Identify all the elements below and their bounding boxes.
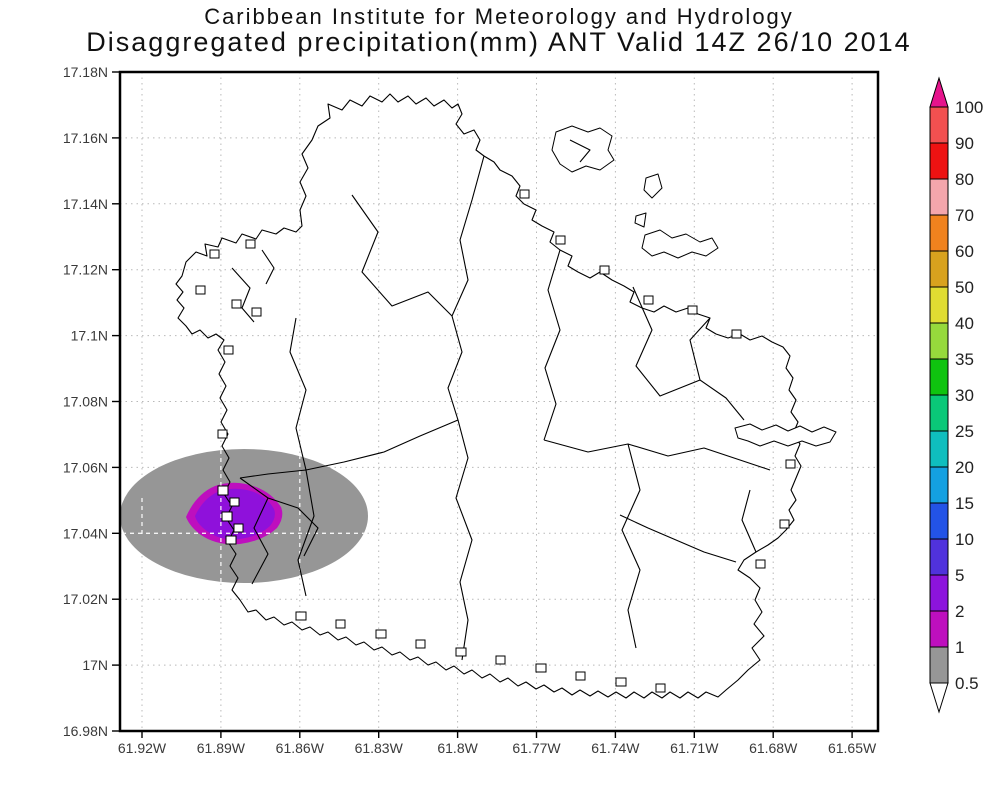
y-axis-tick-label: 17.1N — [71, 328, 108, 344]
y-axis-tick-label: 17.06N — [63, 459, 108, 475]
y-axis: 17.18N 17.16N 17.14N 17.12N 17.1N 17.08N 17.06… — [63, 64, 120, 739]
colorbar-segment-2-5 — [930, 575, 948, 611]
colorbar-tick-label: 40 — [955, 314, 974, 333]
colorbar-tick-label: 2 — [955, 602, 964, 621]
colorbar-segment-25-30 — [930, 395, 948, 431]
x-axis-tick-label: 61.83W — [355, 740, 404, 756]
x-axis-tick-label: 61.89W — [197, 740, 246, 756]
colorbar-under-arrow — [930, 683, 948, 712]
x-axis-tick-label: 61.86W — [276, 740, 325, 756]
x-axis-tick-label: 61.71W — [670, 740, 719, 756]
colorbar-segment-60-70 — [930, 215, 948, 251]
colorbar-tick-label: 25 — [955, 422, 974, 441]
x-axis-tick-label: 61.68W — [749, 740, 798, 756]
colorbar-tick-label: 10 — [955, 530, 974, 549]
x-axis-tick-label: 61.74W — [591, 740, 640, 756]
institute-title: Caribbean Institute for Meteorology and … — [204, 4, 794, 29]
colorbar-tick-label: 1 — [955, 638, 964, 657]
watershed-boundaries — [232, 156, 770, 660]
colorbar-segment-0.5-1 — [930, 647, 948, 683]
colorbar-segment-80-90 — [930, 143, 948, 179]
colorbar-tick-label: 5 — [955, 566, 964, 585]
colorbar-tick-label: 90 — [955, 134, 974, 153]
y-axis-tick-label: 17.18N — [63, 64, 108, 80]
y-axis-tick-label: 17.04N — [63, 525, 108, 541]
antigua-map — [176, 94, 836, 698]
colorbar-segment-20-25 — [930, 431, 948, 467]
antigua-coastline — [176, 94, 801, 698]
colorbar-segment-90-100 — [930, 107, 948, 143]
colorbar-tick-label: 80 — [955, 170, 974, 189]
colorbar-segment-35-40 — [930, 323, 948, 359]
colorbar-tick-label: 0.5 — [955, 674, 979, 693]
colorbar-segment-1-2 — [930, 611, 948, 647]
y-axis-tick-label: 17.16N — [63, 130, 108, 146]
precipitation-shading — [120, 449, 368, 583]
y-axis-tick-label: 17.12N — [63, 262, 108, 278]
precipitation-map-figure: Caribbean Institute for Meteorology and … — [0, 0, 1000, 800]
colorbar-tick-label: 70 — [955, 206, 974, 225]
colorbar-segment-10-15 — [930, 503, 948, 539]
colorbar-segment-5-10 — [930, 539, 948, 575]
colorbar-tick-label: 30 — [955, 386, 974, 405]
y-axis-tick-label: 17.02N — [63, 591, 108, 607]
y-axis-tick-label: 17.14N — [63, 196, 108, 212]
y-axis-tick-label: 17.08N — [63, 394, 108, 410]
colorbar-tick-label: 20 — [955, 458, 974, 477]
x-axis-tick-label: 61.92W — [118, 740, 167, 756]
gridlines — [120, 72, 878, 731]
colorbar-segment-15-20 — [930, 467, 948, 503]
colorbar-tick-label: 15 — [955, 494, 974, 513]
colorbar-tick-label: 35 — [955, 350, 974, 369]
y-axis-tick-label: 16.98N — [63, 723, 108, 739]
colorbar-tick-label: 100 — [955, 98, 983, 117]
x-axis-tick-label: 61.65W — [828, 740, 877, 756]
x-axis-tick-label: 61.77W — [512, 740, 561, 756]
x-axis-tick-label: 61.8W — [437, 740, 478, 756]
colorbar-segment-40-50 — [930, 287, 948, 323]
colorbar-segment-30-35 — [930, 359, 948, 395]
coastal-grid-cells — [196, 190, 795, 692]
plot-title: Disaggregated precipitation(mm) ANT Vali… — [86, 27, 911, 57]
colorbar-segment-70-80 — [930, 179, 948, 215]
x-axis: 61.92W 61.89W 61.86W 61.83W 61.8W 61.77W 61.74… — [118, 731, 877, 756]
colorbar-segment-50-60 — [930, 251, 948, 287]
y-axis-tick-label: 17N — [82, 657, 108, 673]
colorbar-tick-label: 50 — [955, 278, 974, 297]
colorbar-over-arrow — [930, 78, 948, 107]
colorbar-legend: 100 90 80 70 60 50 40 35 30 25 20 15 10 5 2 1 0.5 — [930, 78, 983, 712]
plot-svg: Caribbean Institute for Meteorology and … — [0, 0, 1000, 800]
colorbar-tick-label: 60 — [955, 242, 974, 261]
